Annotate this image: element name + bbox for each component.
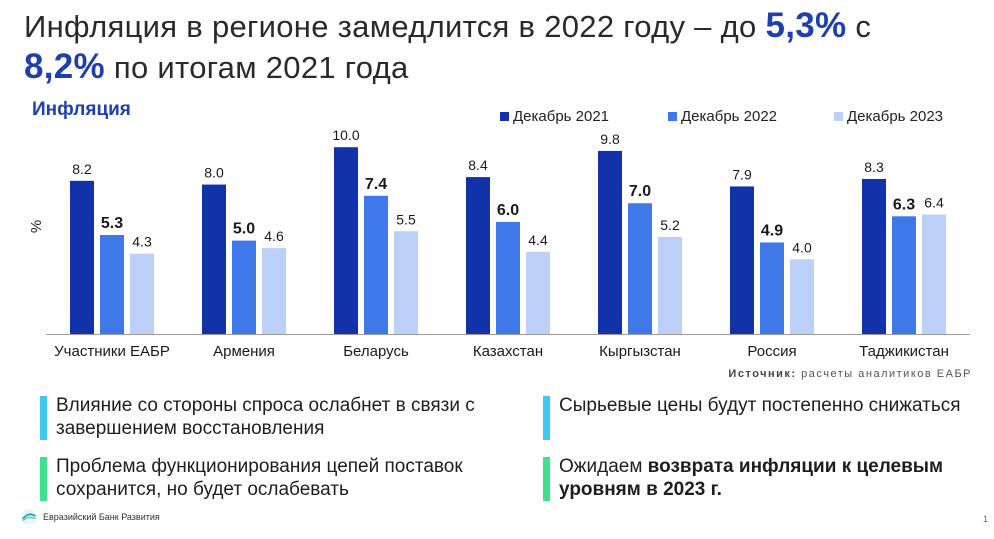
bar-3-5 [658,236,682,334]
bar-1-4 [466,177,490,334]
data-label-1-6: 7.9 [732,166,752,182]
bank-name: Евразийский Банк Развития [43,512,160,522]
bar-3-7 [922,214,946,334]
data-label-3-6: 4.0 [792,239,812,255]
note-bar-blue [543,396,550,440]
category-label-3: Беларусь [343,343,409,360]
title-text-1: Инфляция в регионе замедлится в 2022 год… [24,9,766,44]
source-note: Источник: расчеты аналитиков ЕАБР [728,368,972,380]
bar-2-7 [892,216,916,334]
bar-2-4 [496,221,520,334]
bar-3-6 [790,259,814,334]
data-label-1-5: 9.8 [600,131,620,147]
bar-chart: 8.2 5.3 4.3 Участники ЕАБР 8.0 5.0 4.6 Армения 1… [46,127,970,360]
page-title: Инфляция в регионе замедлится в 2022 год… [24,6,984,88]
data-label-1-1: 8.2 [72,161,92,177]
data-label-2-6: 4.9 [761,222,783,239]
bar-2-1 [100,235,124,334]
data-label-2-1: 5.3 [101,215,123,232]
category-label-5: Кыргызстан [599,343,681,360]
bar-1-2 [202,184,226,334]
title-highlight-2022: 5,3% [765,6,847,45]
legend-label-dec2021: Декабрь 2021 [513,108,610,125]
note-commodities: Сырьевые цены будут постепенно снижаться [543,394,963,440]
bar-1-6 [730,186,754,334]
data-label-3-4: 4.4 [528,232,548,248]
data-label-3-7: 6.4 [924,194,944,210]
chart-legend: Декабрь 2021 Декабрь 2022 Декабрь 2023 [500,108,970,130]
data-label-2-4: 6.0 [497,202,519,219]
category-label-4: Казахстан [473,343,543,360]
source-label: Источник: [728,368,797,380]
bar-1-7 [862,178,886,334]
note-text-demand: Влияние со стороны спроса ослабнет в свя… [56,395,475,439]
bank-logo-icon [20,508,38,526]
note-bar-blue [40,396,47,440]
data-label-3-1: 4.3 [132,234,152,250]
legend-swatch-dec2022 [668,112,677,121]
legend-swatch-dec2021 [500,112,509,121]
data-label-3-2: 4.6 [264,228,284,244]
bar-1-1 [70,180,94,334]
data-label-2-5: 7.0 [629,183,651,200]
bar-1-3 [334,147,358,334]
legend-swatch-dec2023 [834,112,843,121]
page-number: 1 [982,514,988,524]
category-label-7: Таджикистан [859,343,949,360]
note-text-supply-chains: Проблема функционирования цепей поставок… [56,456,463,500]
note-text-target-bold: возврата инфляции к целевым уровням в 20… [559,456,944,500]
note-demand: Влияние со стороны спроса ослабнет в свя… [40,394,510,440]
note-bar-green [40,457,47,501]
bar-3-2 [262,248,286,334]
category-label-1: Участники ЕАБР [54,343,170,360]
bar-3-3 [394,231,418,334]
legend-item-dec2022: Декабрь 2022 [668,108,777,125]
bar-3-4 [526,251,550,334]
data-label-1-7: 8.3 [864,159,884,175]
category-label-2: Армения [213,343,275,360]
data-label-3-5: 5.2 [660,217,680,233]
legend-item-dec2023: Декабрь 2023 [834,108,943,125]
bar-3-1 [130,253,154,334]
category-label-6: Россия [747,343,796,360]
data-label-3-3: 5.5 [396,211,416,227]
data-label-1-3: 10.0 [332,127,359,143]
legend-item-dec2021: Декабрь 2021 [500,108,609,125]
note-text-commodities: Сырьевые цены будут постепенно снижаться [559,395,961,416]
note-target-return: Ожидаем возврата инфляции к целевым уров… [543,455,963,501]
note-text-target-plain: Ожидаем [559,456,648,477]
bar-2-5 [628,203,652,334]
bank-logo: Евразийский Банк Развития [20,508,160,526]
legend-label-dec2023: Декабрь 2023 [847,108,944,125]
chart-title: Инфляция [32,99,131,120]
bar-2-3 [364,195,388,334]
title-text-2: с [846,9,872,44]
data-label-2-2: 5.0 [233,221,255,238]
note-supply-chains: Проблема функционирования цепей поставок… [40,455,520,501]
data-label-2-7: 6.3 [893,196,915,213]
note-bar-green [543,457,550,501]
data-label-1-4: 8.4 [468,157,488,173]
bar-1-5 [598,150,622,334]
title-text-3: по итогам 2021 года [104,50,409,85]
source-text: расчеты аналитиков ЕАБР [796,368,972,380]
bar-2-2 [232,240,256,334]
title-highlight-2021: 8,2% [24,47,105,86]
data-label-2-3: 7.4 [365,176,387,193]
data-label-1-2: 8.0 [204,165,224,181]
bar-2-6 [760,242,784,334]
legend-label-dec2022: Декабрь 2022 [681,108,778,125]
